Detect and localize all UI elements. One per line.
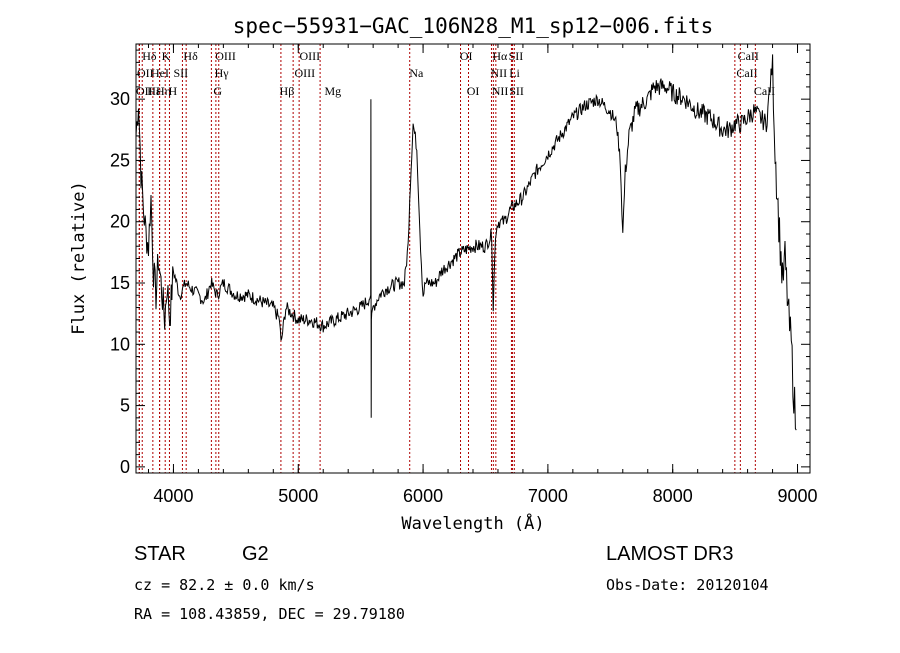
line-label: OIII <box>295 66 316 80</box>
y-tick-label: 5 <box>120 396 130 416</box>
line-label: Mg <box>324 84 341 98</box>
emission-lines: HδKHδOIIIOIIIOIHαSIICaIIOIIHeISIIHγOIIIN… <box>136 44 775 473</box>
line-label: CaII <box>754 84 775 98</box>
line-label: H <box>168 84 177 98</box>
x-tick-label: 5000 <box>278 486 318 506</box>
line-label: OII <box>137 66 154 80</box>
x-tick-label: 6000 <box>403 486 443 506</box>
y-tick-label: 0 <box>120 457 130 477</box>
spectrum-line <box>135 54 797 431</box>
object-class: STAR <box>134 543 186 565</box>
y-tick-label: 20 <box>110 212 130 232</box>
line-label: OIII <box>300 49 321 63</box>
line-label: CaII <box>738 49 759 63</box>
x-tick-label: 9000 <box>777 486 817 506</box>
line-label: NII <box>492 84 509 98</box>
y-axis-label: Flux (relative) <box>69 181 89 335</box>
line-label: Hδ <box>142 49 157 63</box>
y-tick-label: 15 <box>110 273 130 293</box>
line-label: OI <box>467 84 480 98</box>
line-label: OIII <box>215 49 236 63</box>
line-label: Na <box>409 66 424 80</box>
y-tick-label: 10 <box>110 334 130 354</box>
axes-ticks: 4000 5000 6000 7000 8000 9000 0 5 10 15 20 25 30 <box>110 44 818 506</box>
obs-date: Obs-Date: 20120104 <box>606 576 769 594</box>
line-label: OI <box>460 49 473 63</box>
x-tick-label: 8000 <box>653 486 693 506</box>
line-label: NII <box>490 66 507 80</box>
line-label: K <box>162 49 171 63</box>
line-label: Hβ <box>280 84 295 98</box>
line-label: Hγ <box>215 66 230 80</box>
y-tick-label: 25 <box>110 150 130 170</box>
line-label: Hδ <box>183 49 198 63</box>
chart-title: spec−55931−GAC_106N28_M1_sp12−006.fits <box>233 14 713 38</box>
x-tick-label: 7000 <box>528 486 568 506</box>
y-tick-label: 30 <box>110 89 130 109</box>
line-label: CaII <box>736 66 757 80</box>
line-label: Hη <box>156 84 171 98</box>
object-subclass: G2 <box>242 543 269 565</box>
line-label: Li <box>509 66 520 80</box>
line-label: OII <box>136 84 153 98</box>
line-label: SII <box>173 66 188 80</box>
x-axis-label: Wavelength (Å) <box>401 512 544 534</box>
line-label: SII <box>509 49 524 63</box>
redshift-readout: cz = 82.2 ± 0.0 km/s <box>134 576 315 594</box>
line-label: G <box>213 84 222 98</box>
coordinates: RA = 108.43859, DEC = 29.79180 <box>134 605 405 623</box>
plot-frame <box>135 43 811 474</box>
survey-name: LAMOST DR3 <box>606 543 733 565</box>
line-label: SII <box>509 84 524 98</box>
x-tick-label: 4000 <box>153 486 193 506</box>
line-label: Hε <box>147 84 161 98</box>
spectrum-series <box>135 54 797 431</box>
line-label: Hα <box>492 49 508 63</box>
